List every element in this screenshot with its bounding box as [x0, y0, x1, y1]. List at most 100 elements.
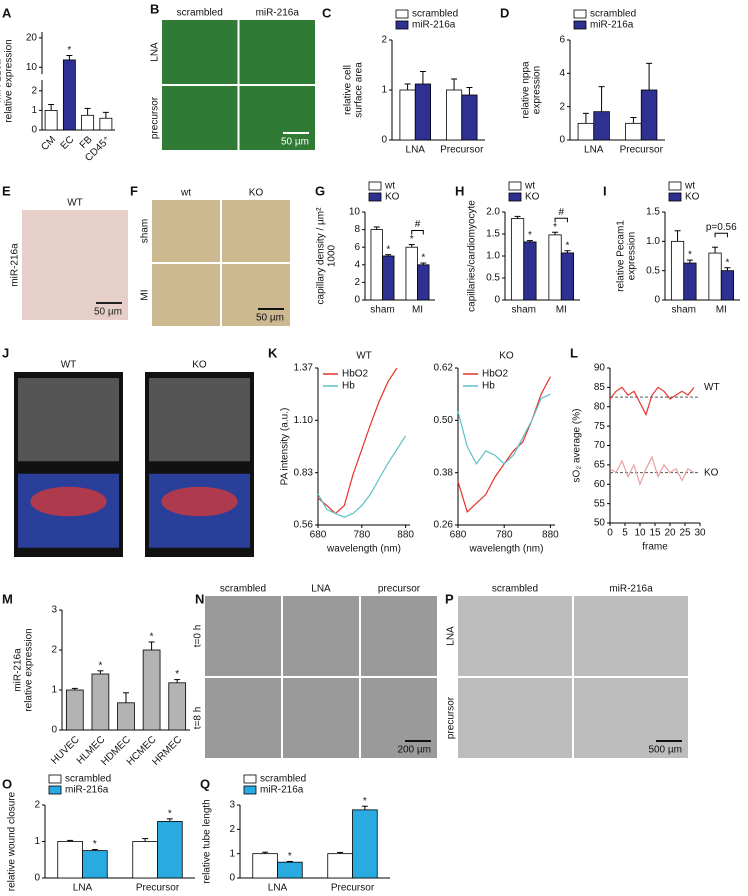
x-tick-label: MI [556, 305, 567, 316]
y-tick-label: 0.50 [434, 415, 454, 426]
legend-swatch [48, 774, 62, 784]
y-tick-label: 80 [594, 401, 606, 412]
significance-mark: * [565, 240, 569, 251]
x-tick-label: 680 [450, 530, 467, 541]
x-tick-label: sham [672, 305, 696, 316]
y-axis-label: relative expression [24, 628, 35, 711]
legend-label: scrambled [65, 774, 111, 785]
legend-label: HbO2 [482, 369, 509, 380]
bar [446, 89, 463, 141]
y-tick-label: 0.62 [434, 363, 454, 374]
y-tick-label: 1.5 [646, 207, 660, 218]
significance-mark: * [553, 222, 557, 233]
micrograph [283, 596, 359, 676]
panel-letter: K [268, 345, 278, 360]
legend-label: miR-216a [590, 20, 634, 31]
x-tick-label: 5 [622, 528, 628, 539]
x-tick-label: 880 [397, 530, 414, 541]
bar [81, 114, 95, 131]
y-tick-label: 0 [229, 873, 235, 884]
bar [708, 252, 722, 301]
micrograph [574, 596, 688, 676]
bar [625, 122, 642, 141]
bar [132, 841, 158, 879]
x-tick-label: 10 [634, 528, 646, 539]
axis-break [38, 74, 46, 80]
y-tick-label: 4 [559, 68, 565, 79]
legend-label: scrambled [260, 774, 306, 785]
bar [548, 234, 562, 301]
column-label: KO [249, 188, 264, 199]
y-tick-label: 1 [51, 685, 57, 696]
column-label: precursor [378, 584, 421, 595]
micrograph [283, 678, 359, 758]
bar [593, 111, 610, 141]
line-series [609, 455, 695, 487]
y-tick-label: 85 [594, 382, 606, 393]
legend-swatch [508, 192, 522, 202]
bar [510, 218, 525, 301]
micrograph [22, 210, 128, 320]
bar [370, 229, 383, 301]
micrograph [205, 596, 281, 676]
bar [417, 264, 430, 301]
significance-mark: * [386, 244, 390, 255]
y-axis-label: expression [627, 232, 638, 280]
y-tick-label: 4 [354, 259, 360, 270]
row-label: precursor [150, 96, 161, 139]
series-label: KO [704, 467, 719, 478]
y-tick-label: 1.0 [646, 236, 660, 247]
chart-title: KO [499, 351, 514, 362]
y-tick-label: 0 [654, 295, 660, 306]
micrograph [222, 200, 290, 262]
x-tick-label: sham [512, 305, 536, 316]
micrograph [574, 678, 688, 758]
y-tick-label: 0.5 [486, 273, 500, 284]
significance-mark: * [67, 45, 71, 56]
x-tick-label: 20 [664, 528, 676, 539]
significance-mark: * [725, 257, 729, 268]
x-tick-label: LNA [268, 883, 288, 894]
y-tick-label: 1.0 [486, 251, 500, 262]
x-axis-label: wavelength (nm) [326, 544, 401, 555]
y-tick-label: 3 [51, 605, 57, 616]
legend-label: KO [385, 192, 400, 203]
panel-letter: H [455, 183, 464, 198]
y-tick-label: 2 [354, 277, 360, 288]
y-tick-label: 3 [229, 800, 235, 811]
bar [399, 89, 416, 141]
bar [640, 89, 658, 141]
scale-bar-label: 50 µm [281, 137, 309, 148]
row-label: t=8 h [193, 707, 204, 730]
bar [461, 94, 478, 141]
y-tick-label: 0 [381, 135, 387, 146]
series-label: WT [704, 382, 720, 393]
y-tick-label: 0.38 [434, 467, 454, 478]
y-tick-label: 0 [354, 295, 360, 306]
line-series [457, 393, 551, 466]
x-tick-label: 780 [496, 530, 513, 541]
y-tick-label: 0 [34, 873, 40, 884]
y-tick-label: 50 [594, 518, 606, 529]
y-axis-label: 1000 [327, 244, 338, 267]
bar [82, 850, 108, 879]
bar [142, 649, 161, 731]
bar [414, 83, 431, 141]
column-label: miR-216a [609, 584, 653, 595]
x-tick-label: LNA [406, 145, 426, 156]
y-tick-label: 75 [594, 421, 606, 432]
scale-bar-label: 200 µm [397, 745, 431, 756]
legend-swatch [368, 181, 382, 191]
y-tick-label: 0.56 [294, 520, 314, 531]
y-tick-label: 2 [229, 824, 235, 835]
row-label: LNA [446, 626, 457, 646]
panel-letter: C [322, 5, 332, 20]
y-axis-label: sO₂ average (%) [572, 409, 583, 483]
column-label: miR-216a [256, 8, 300, 19]
y-tick-label: 2.0 [486, 207, 500, 218]
bracket-label: # [415, 219, 421, 230]
bracket [411, 230, 424, 235]
x-tick-label: LNA [584, 145, 604, 156]
y-tick-label: 6 [354, 242, 360, 253]
